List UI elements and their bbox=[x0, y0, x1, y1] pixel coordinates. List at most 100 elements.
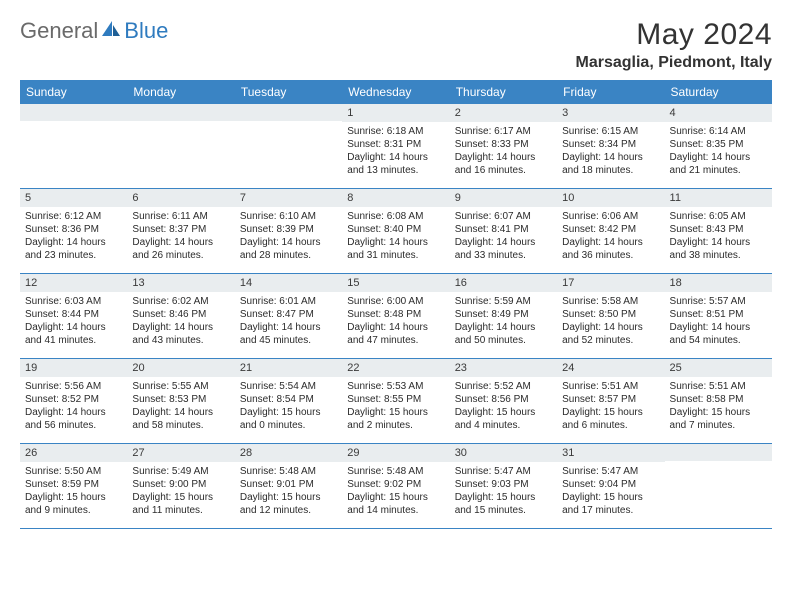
day-details: Sunrise: 6:11 AMSunset: 8:37 PMDaylight:… bbox=[127, 207, 234, 266]
daylight-text: Daylight: 14 hours and 26 minutes. bbox=[132, 236, 229, 262]
sunset-text: Sunset: 9:04 PM bbox=[562, 478, 659, 491]
sunrise-text: Sunrise: 6:14 AM bbox=[670, 125, 767, 138]
sunset-text: Sunset: 8:48 PM bbox=[347, 308, 444, 321]
daylight-text: Daylight: 15 hours and 6 minutes. bbox=[562, 406, 659, 432]
logo: General Blue bbox=[20, 18, 168, 44]
day-cell: 5Sunrise: 6:12 AMSunset: 8:36 PMDaylight… bbox=[20, 189, 127, 273]
day-cell: 20Sunrise: 5:55 AMSunset: 8:53 PMDayligh… bbox=[127, 359, 234, 443]
sunset-text: Sunset: 8:47 PM bbox=[240, 308, 337, 321]
sunrise-text: Sunrise: 6:02 AM bbox=[132, 295, 229, 308]
day-cell: 14Sunrise: 6:01 AMSunset: 8:47 PMDayligh… bbox=[235, 274, 342, 358]
week-row: 12Sunrise: 6:03 AMSunset: 8:44 PMDayligh… bbox=[20, 274, 772, 359]
daylight-text: Daylight: 14 hours and 45 minutes. bbox=[240, 321, 337, 347]
sunset-text: Sunset: 9:00 PM bbox=[132, 478, 229, 491]
day-cell: 2Sunrise: 6:17 AMSunset: 8:33 PMDaylight… bbox=[450, 104, 557, 188]
sunrise-text: Sunrise: 6:10 AM bbox=[240, 210, 337, 223]
day-cell bbox=[665, 444, 772, 528]
sunset-text: Sunset: 9:03 PM bbox=[455, 478, 552, 491]
day-number: 9 bbox=[450, 189, 557, 207]
sunset-text: Sunset: 8:31 PM bbox=[347, 138, 444, 151]
sunset-text: Sunset: 8:51 PM bbox=[670, 308, 767, 321]
day-details: Sunrise: 6:10 AMSunset: 8:39 PMDaylight:… bbox=[235, 207, 342, 266]
daylight-text: Daylight: 14 hours and 43 minutes. bbox=[132, 321, 229, 347]
day-details: Sunrise: 5:53 AMSunset: 8:55 PMDaylight:… bbox=[342, 377, 449, 436]
day-cell: 3Sunrise: 6:15 AMSunset: 8:34 PMDaylight… bbox=[557, 104, 664, 188]
daylight-text: Daylight: 14 hours and 28 minutes. bbox=[240, 236, 337, 262]
sunset-text: Sunset: 8:35 PM bbox=[670, 138, 767, 151]
day-cell: 13Sunrise: 6:02 AMSunset: 8:46 PMDayligh… bbox=[127, 274, 234, 358]
sunset-text: Sunset: 8:55 PM bbox=[347, 393, 444, 406]
week-row: 19Sunrise: 5:56 AMSunset: 8:52 PMDayligh… bbox=[20, 359, 772, 444]
title-block: May 2024 Marsaglia, Piedmont, Italy bbox=[576, 18, 773, 72]
day-details: Sunrise: 5:58 AMSunset: 8:50 PMDaylight:… bbox=[557, 292, 664, 351]
daylight-text: Daylight: 14 hours and 36 minutes. bbox=[562, 236, 659, 262]
daylight-text: Daylight: 14 hours and 38 minutes. bbox=[670, 236, 767, 262]
sunrise-text: Sunrise: 5:56 AM bbox=[25, 380, 122, 393]
daylight-text: Daylight: 15 hours and 17 minutes. bbox=[562, 491, 659, 517]
day-number: 29 bbox=[342, 444, 449, 462]
sunrise-text: Sunrise: 6:12 AM bbox=[25, 210, 122, 223]
sunset-text: Sunset: 8:41 PM bbox=[455, 223, 552, 236]
day-number: 30 bbox=[450, 444, 557, 462]
daylight-text: Daylight: 14 hours and 18 minutes. bbox=[562, 151, 659, 177]
daylight-text: Daylight: 15 hours and 0 minutes. bbox=[240, 406, 337, 432]
day-cell: 11Sunrise: 6:05 AMSunset: 8:43 PMDayligh… bbox=[665, 189, 772, 273]
day-number: 26 bbox=[20, 444, 127, 462]
daylight-text: Daylight: 14 hours and 58 minutes. bbox=[132, 406, 229, 432]
sunrise-text: Sunrise: 5:52 AM bbox=[455, 380, 552, 393]
day-cell: 28Sunrise: 5:48 AMSunset: 9:01 PMDayligh… bbox=[235, 444, 342, 528]
day-details: Sunrise: 5:55 AMSunset: 8:53 PMDaylight:… bbox=[127, 377, 234, 436]
sunrise-text: Sunrise: 5:48 AM bbox=[347, 465, 444, 478]
sunrise-text: Sunrise: 6:05 AM bbox=[670, 210, 767, 223]
daylight-text: Daylight: 14 hours and 31 minutes. bbox=[347, 236, 444, 262]
day-number bbox=[235, 104, 342, 121]
day-cell: 6Sunrise: 6:11 AMSunset: 8:37 PMDaylight… bbox=[127, 189, 234, 273]
sunset-text: Sunset: 9:02 PM bbox=[347, 478, 444, 491]
day-cell: 26Sunrise: 5:50 AMSunset: 8:59 PMDayligh… bbox=[20, 444, 127, 528]
sunrise-text: Sunrise: 6:17 AM bbox=[455, 125, 552, 138]
day-cell: 15Sunrise: 6:00 AMSunset: 8:48 PMDayligh… bbox=[342, 274, 449, 358]
day-details: Sunrise: 6:15 AMSunset: 8:34 PMDaylight:… bbox=[557, 122, 664, 181]
sunset-text: Sunset: 8:42 PM bbox=[562, 223, 659, 236]
day-number: 11 bbox=[665, 189, 772, 207]
header: General Blue May 2024 Marsaglia, Piedmon… bbox=[20, 18, 772, 72]
day-details: Sunrise: 5:57 AMSunset: 8:51 PMDaylight:… bbox=[665, 292, 772, 351]
day-number: 18 bbox=[665, 274, 772, 292]
location: Marsaglia, Piedmont, Italy bbox=[576, 54, 773, 72]
day-number: 7 bbox=[235, 189, 342, 207]
sunset-text: Sunset: 8:58 PM bbox=[670, 393, 767, 406]
day-cell: 1Sunrise: 6:18 AMSunset: 8:31 PMDaylight… bbox=[342, 104, 449, 188]
day-number: 31 bbox=[557, 444, 664, 462]
day-number: 28 bbox=[235, 444, 342, 462]
day-number: 15 bbox=[342, 274, 449, 292]
day-number: 25 bbox=[665, 359, 772, 377]
day-cell: 23Sunrise: 5:52 AMSunset: 8:56 PMDayligh… bbox=[450, 359, 557, 443]
day-details: Sunrise: 5:48 AMSunset: 9:02 PMDaylight:… bbox=[342, 462, 449, 521]
day-number: 23 bbox=[450, 359, 557, 377]
daylight-text: Daylight: 15 hours and 7 minutes. bbox=[670, 406, 767, 432]
day-details: Sunrise: 6:12 AMSunset: 8:36 PMDaylight:… bbox=[20, 207, 127, 266]
logo-text-blue: Blue bbox=[124, 18, 168, 44]
sunrise-text: Sunrise: 6:01 AM bbox=[240, 295, 337, 308]
day-number: 3 bbox=[557, 104, 664, 122]
day-cell: 10Sunrise: 6:06 AMSunset: 8:42 PMDayligh… bbox=[557, 189, 664, 273]
day-number: 8 bbox=[342, 189, 449, 207]
day-cell bbox=[127, 104, 234, 188]
sunrise-text: Sunrise: 5:53 AM bbox=[347, 380, 444, 393]
day-cell bbox=[235, 104, 342, 188]
day-number: 5 bbox=[20, 189, 127, 207]
daylight-text: Daylight: 14 hours and 13 minutes. bbox=[347, 151, 444, 177]
sunrise-text: Sunrise: 6:15 AM bbox=[562, 125, 659, 138]
day-number: 2 bbox=[450, 104, 557, 122]
day-header-wed: Wednesday bbox=[342, 80, 449, 104]
sunrise-text: Sunrise: 5:58 AM bbox=[562, 295, 659, 308]
weeks-container: 1Sunrise: 6:18 AMSunset: 8:31 PMDaylight… bbox=[20, 104, 772, 529]
day-cell: 29Sunrise: 5:48 AMSunset: 9:02 PMDayligh… bbox=[342, 444, 449, 528]
sunset-text: Sunset: 8:50 PM bbox=[562, 308, 659, 321]
daylight-text: Daylight: 14 hours and 52 minutes. bbox=[562, 321, 659, 347]
day-number: 24 bbox=[557, 359, 664, 377]
sunset-text: Sunset: 8:57 PM bbox=[562, 393, 659, 406]
day-cell: 4Sunrise: 6:14 AMSunset: 8:35 PMDaylight… bbox=[665, 104, 772, 188]
sunrise-text: Sunrise: 5:49 AM bbox=[132, 465, 229, 478]
daylight-text: Daylight: 15 hours and 14 minutes. bbox=[347, 491, 444, 517]
